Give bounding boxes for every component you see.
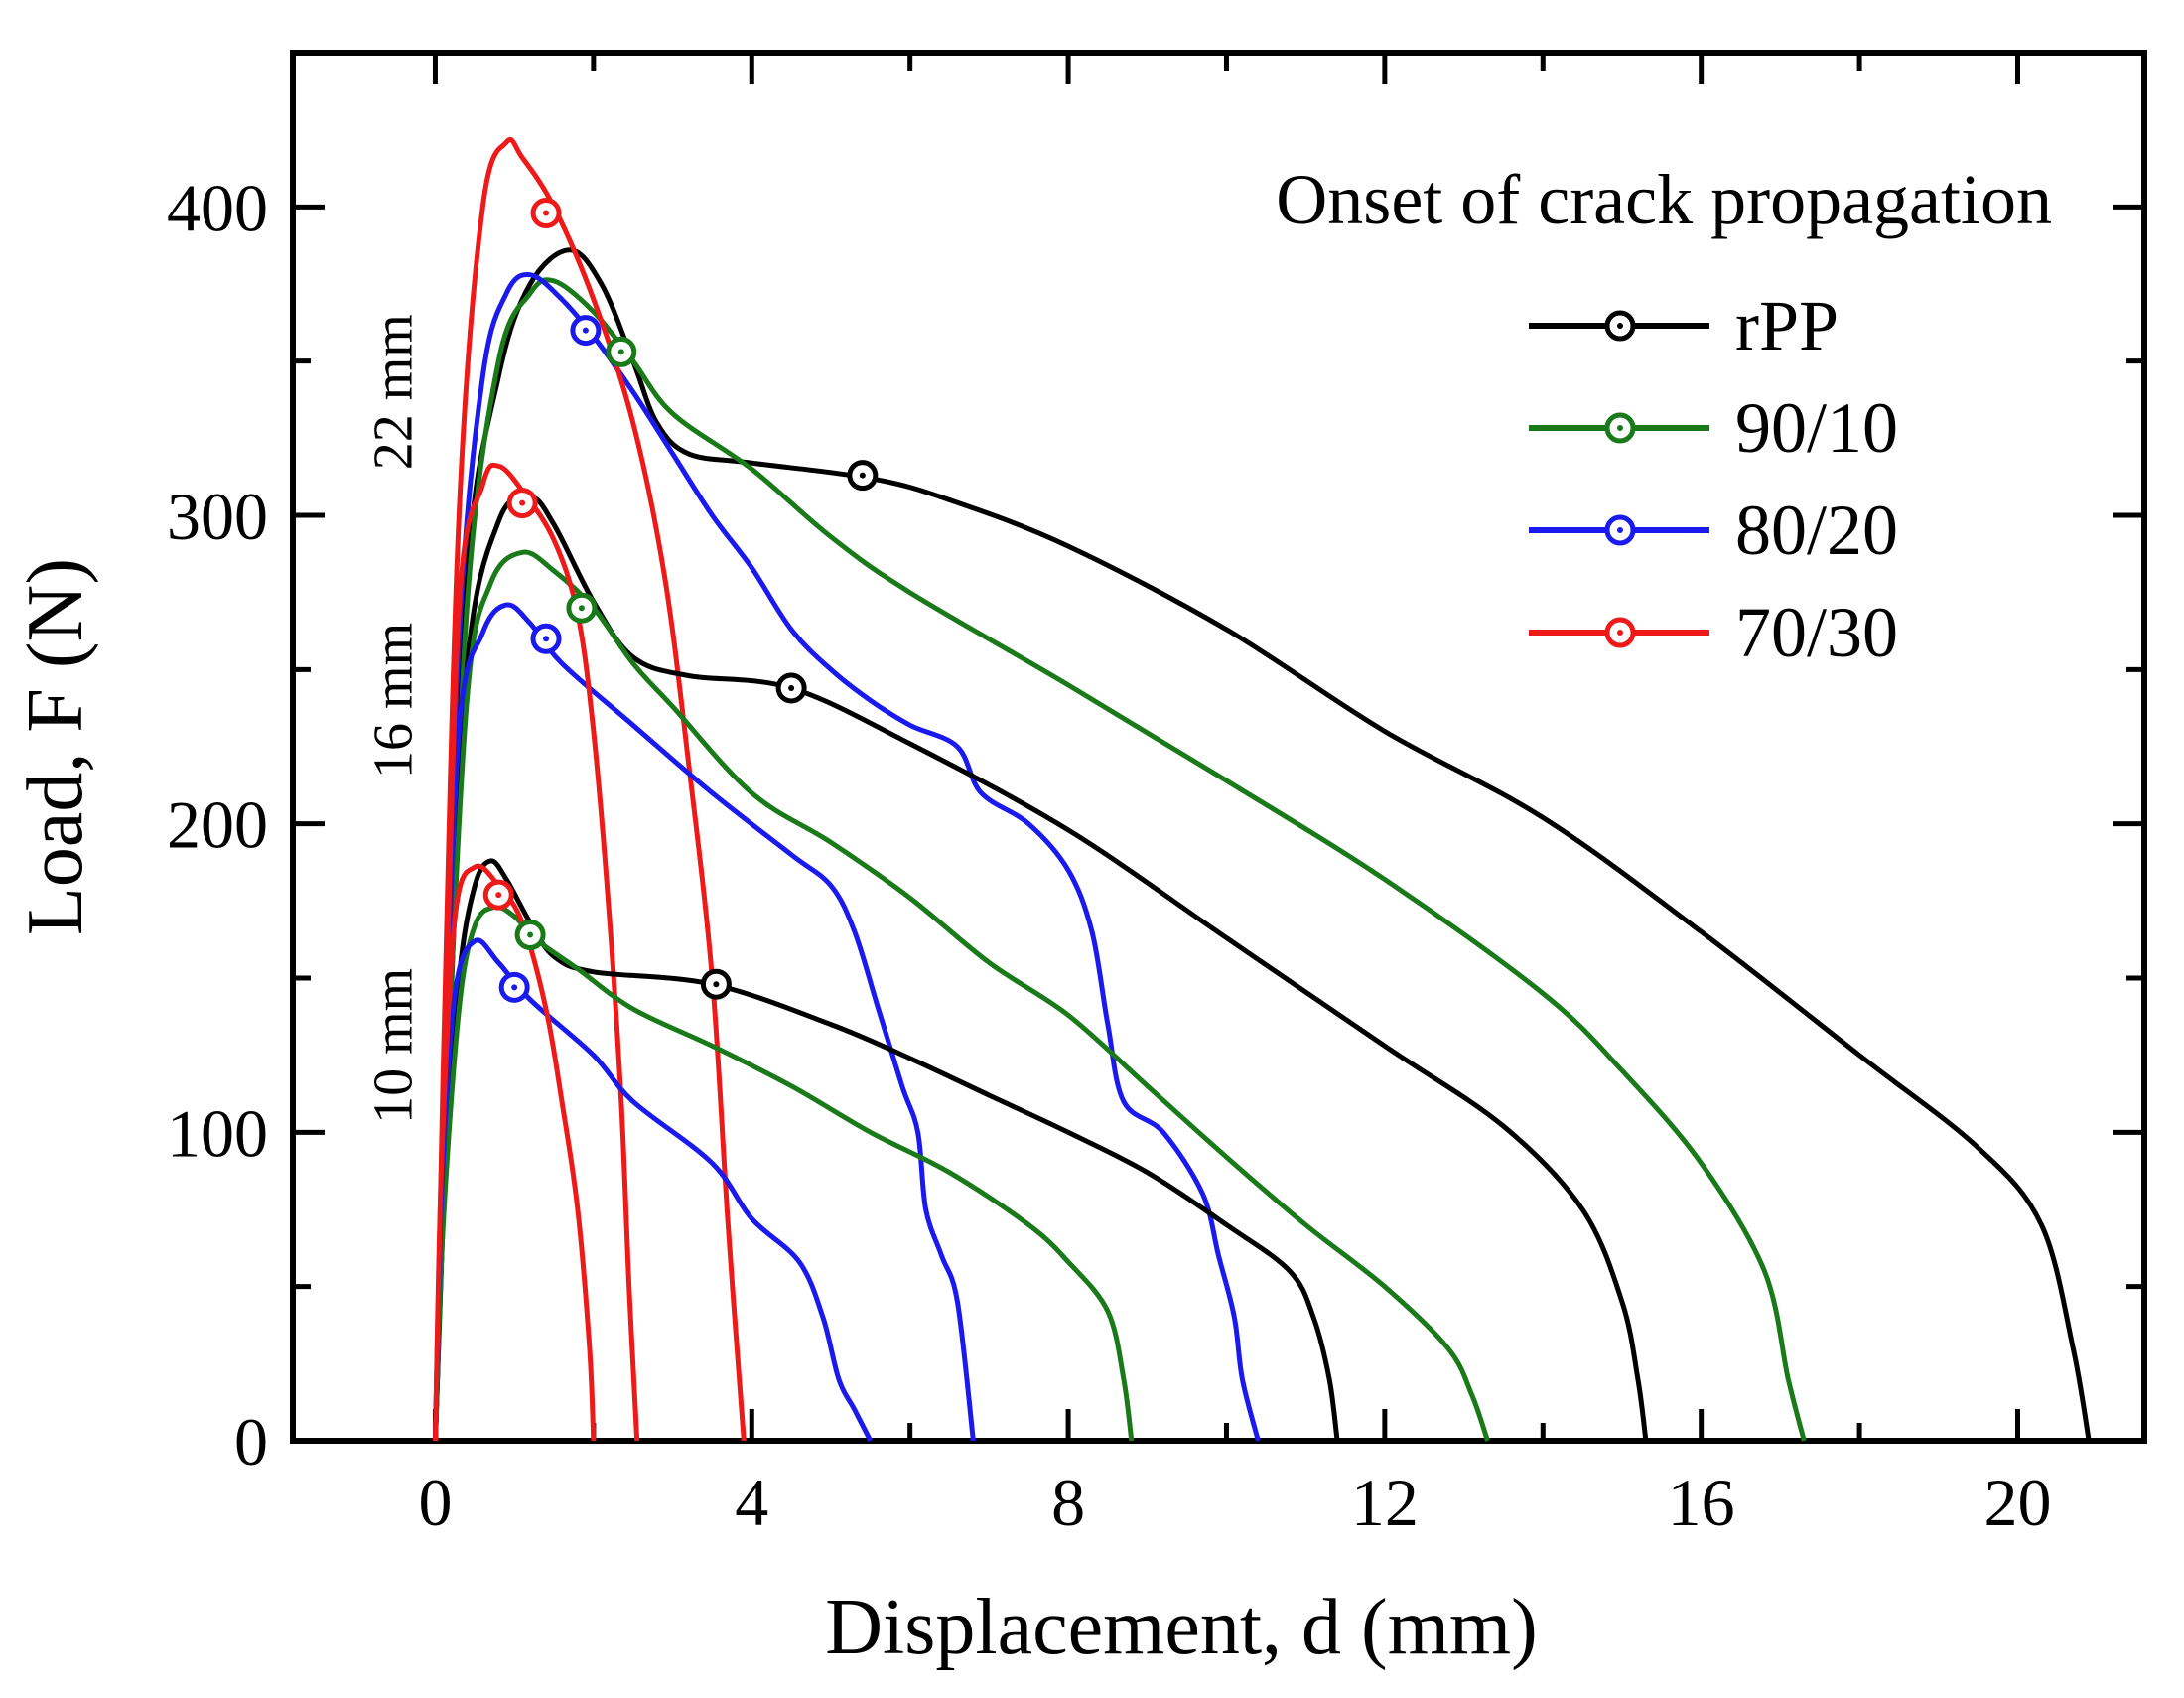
onset-marker-dot	[495, 892, 502, 899]
y-tick-label: 0	[234, 1404, 268, 1480]
legend-label: 80/20	[1735, 491, 1898, 570]
y-axis-title: Load, F (N)	[12, 558, 99, 935]
specimen-size-label: 10 mm	[363, 968, 425, 1124]
curve-90-10-22mm	[433, 277, 1807, 1442]
x-tick-label: 0	[418, 1465, 452, 1540]
legend-marker-dot	[1617, 630, 1623, 636]
y-tick-label: 200	[167, 787, 268, 863]
onset-marker-dot	[543, 210, 550, 216]
onset-marker-dot	[527, 931, 534, 938]
onset-markers	[482, 198, 879, 1003]
y-tick-label: 300	[167, 479, 268, 554]
legend-title: Onset of crack propagation	[1276, 160, 2052, 239]
legend-label: 70/30	[1735, 593, 1898, 672]
x-tick-label: 16	[1668, 1465, 1735, 1540]
curve-70-30-10mm	[433, 863, 597, 1442]
curve-90-10-16mm	[433, 549, 1490, 1442]
onset-marker-dot	[788, 684, 795, 691]
legend-marker-dot	[1617, 323, 1623, 329]
curve-80-20-22mm	[433, 271, 1261, 1442]
tick-marks	[293, 50, 2144, 1444]
x-tick-label: 8	[1051, 1465, 1085, 1540]
onset-marker-dot	[617, 349, 624, 355]
specimen-size-label: 22 mm	[363, 314, 425, 470]
curve-90-10-10mm	[433, 904, 1135, 1442]
legend: rPP 90/10 80/20 70/30	[1529, 286, 1898, 672]
x-axis-title: Displacement, d (mm)	[825, 1584, 1538, 1671]
onset-marker-dot	[543, 636, 550, 642]
onset-marker-dot	[511, 984, 518, 991]
legend-marker-dot	[1617, 425, 1623, 431]
specimen-size-labels: 22 mm 16 mm 10 mm	[363, 314, 425, 1124]
x-tick-label: 12	[1351, 1465, 1419, 1540]
onset-marker-dot	[519, 499, 526, 506]
onset-marker-dot	[578, 605, 585, 612]
plot-frame	[290, 50, 2147, 1444]
legend-label: 90/10	[1735, 388, 1898, 468]
curve-80-20-10mm	[433, 937, 874, 1443]
specimen-size-label: 16 mm	[363, 623, 425, 778]
x-tick-label: 20	[1983, 1465, 2051, 1540]
curve-80-20-16mm	[433, 602, 976, 1442]
curves	[433, 137, 2092, 1443]
onset-marker-dot	[859, 472, 866, 479]
legend-label: rPP	[1735, 286, 1839, 365]
onset-marker-dot	[582, 327, 589, 334]
onset-marker-dot	[713, 981, 720, 988]
legend-marker-dot	[1617, 527, 1623, 533]
curve-70-30-16mm	[433, 462, 640, 1442]
y-tick-label: 400	[167, 170, 268, 245]
x-tick-label: 4	[735, 1465, 768, 1540]
y-tick-label: 100	[167, 1095, 268, 1171]
